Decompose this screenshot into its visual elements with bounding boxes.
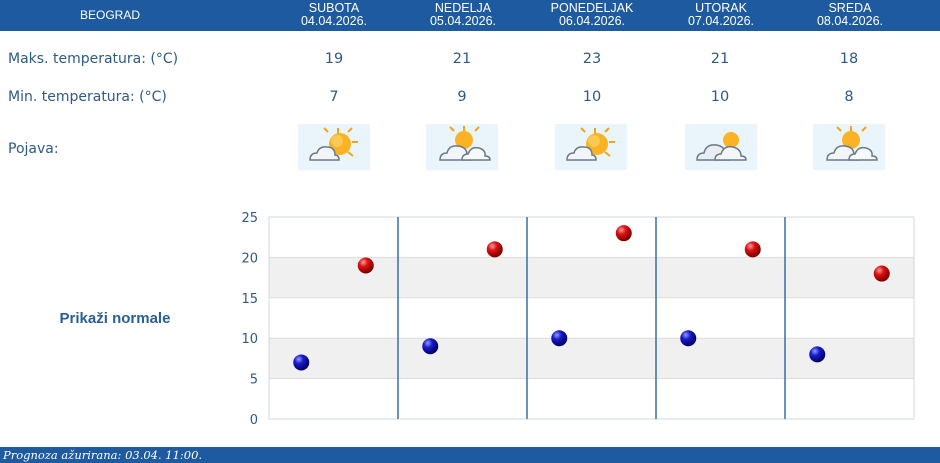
day-name: SUBOTA [308, 1, 360, 15]
max-temp-point [486, 241, 503, 258]
day-name: PONEDELJAK [550, 1, 634, 15]
max-temp-point [615, 225, 632, 242]
cloudy-sun-icon [685, 124, 757, 170]
day-header-2: NEDELJA 05.04.2026. [398, 2, 528, 28]
max-temp-point [744, 241, 761, 258]
max-temp-value: 21 [710, 51, 730, 67]
day-header-3: PONEDELJAK 06.04.2026. [527, 2, 657, 28]
min-temp-value: 8 [844, 89, 854, 105]
max-temp-value: 18 [839, 51, 859, 67]
day-name: UTORAK [695, 1, 747, 15]
y-tick-label: 25 [241, 211, 258, 226]
partly-sunny-icon [298, 124, 370, 170]
day-header-4: UTORAK 07.04.2026. [656, 2, 786, 28]
update-info: Prognoza ažurirana: 03.04. 11:00. [3, 448, 203, 462]
min-temp-value: 9 [457, 89, 467, 105]
phenomenon-label: Pojava: [8, 141, 59, 157]
day-date: 08.04.2026. [816, 14, 884, 28]
chart-band [269, 378, 914, 419]
y-tick-label: 20 [241, 251, 258, 266]
day-name: NEDELJA [434, 1, 492, 15]
partly-cloudy-icon [426, 124, 498, 170]
day-header-5: SREDA 08.04.2026. [785, 2, 915, 28]
min-temp-point [680, 330, 697, 347]
min-temp-value: 7 [329, 89, 339, 105]
day-date: 05.04.2026. [429, 14, 497, 28]
update-footer: Prognoza ažurirana: 03.04. 11:00. [0, 447, 940, 463]
min-temp-point [551, 330, 568, 347]
y-tick-label: 0 [250, 413, 258, 428]
y-tick-label: 15 [241, 292, 258, 307]
day-date: 07.04.2026. [687, 14, 755, 28]
max-temp-point [873, 265, 890, 282]
show-normals-link[interactable]: Prikaži normale [59, 310, 171, 327]
partly-sunny-icon [555, 124, 627, 170]
forecast-header: BEOGRAD SUBOTA 04.04.2026. NEDELJA 05.04… [0, 0, 940, 31]
min-temp-value: 10 [582, 89, 602, 105]
max-temp-point [357, 257, 374, 274]
min-temp-point [809, 346, 826, 363]
day-header-1: SUBOTA 04.04.2026. [269, 2, 399, 28]
max-temp-value: 21 [452, 51, 472, 67]
y-tick-label: 5 [250, 373, 258, 388]
max-temp-label: Maks. temperatura: (°C) [8, 51, 179, 67]
max-temp-value: 19 [324, 51, 344, 67]
plot-frame [268, 216, 915, 420]
day-date: 06.04.2026. [558, 14, 626, 28]
day-date: 04.04.2026. [300, 14, 368, 28]
chart-band [269, 297, 914, 339]
min-temp-point [293, 354, 310, 371]
city-name: BEOGRAD [79, 8, 140, 22]
min-temp-label: Min. temperatura: (°C) [8, 89, 167, 105]
chart-band [269, 257, 914, 298]
y-tick-label: 10 [241, 332, 258, 347]
chart-band [269, 338, 914, 379]
max-temp-value: 23 [582, 51, 602, 67]
partly-cloudy-icon [813, 124, 885, 170]
min-temp-value: 10 [710, 89, 730, 105]
chart-band [269, 217, 914, 258]
min-temp-point [422, 338, 439, 355]
day-name: SREDA [828, 1, 872, 15]
